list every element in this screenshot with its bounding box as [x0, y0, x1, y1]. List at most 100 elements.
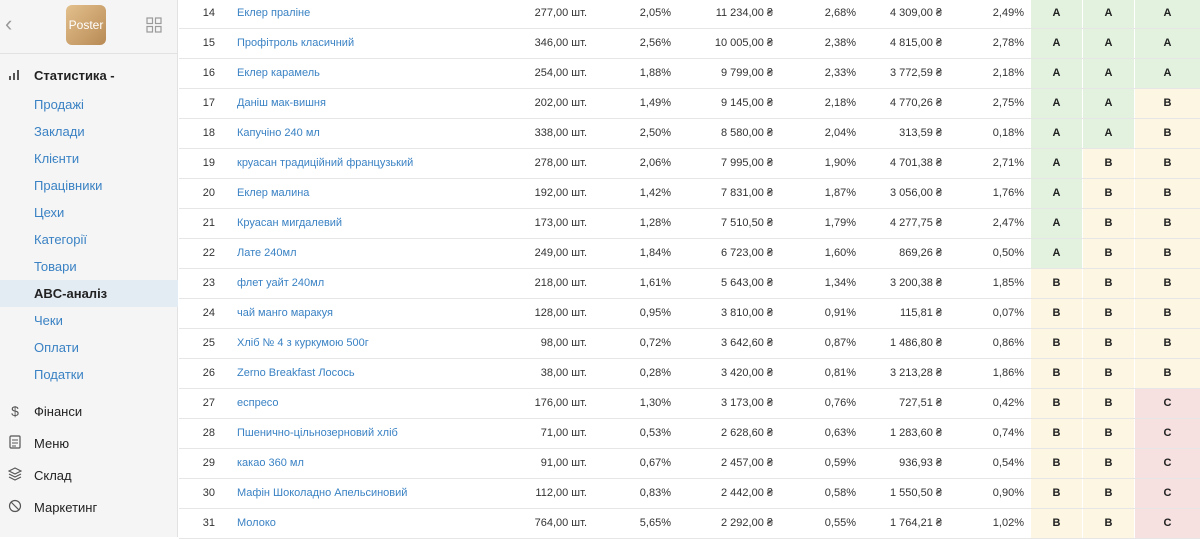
product-name-link[interactable]: Еклер карамель — [237, 67, 320, 79]
apps-grid-icon[interactable] — [146, 17, 162, 33]
product-name-link[interactable]: флет уайт 240мл — [237, 277, 325, 289]
abc-grade-cell: B — [1083, 419, 1134, 448]
revenue-share-cell: 2,33% — [824, 67, 856, 79]
sidebar-item-label: Працівники — [34, 178, 103, 193]
product-name-link[interactable]: круасан традиційний французький — [237, 157, 414, 169]
sidebar-item[interactable]: ABC-аналіз — [0, 280, 178, 307]
abc-grade-cell: B — [1083, 389, 1134, 418]
table-row: 26 Zerno Breakfast Лосось 38,00 шт. 0,28% 3 … — [179, 359, 1200, 389]
product-name-link[interactable]: Еклер малина — [237, 187, 310, 199]
revenue-cell: 3 420,00 ₴ — [721, 367, 773, 379]
profit-share-cell: 2,78% — [992, 37, 1024, 49]
profit-cell: 3 200,38 ₴ — [890, 277, 942, 289]
sidebar-item[interactable]: $ Фінанси — [0, 398, 178, 425]
product-name-link[interactable]: Капучіно 240 мл — [237, 127, 320, 139]
quantity-cell: 176,00 шт. — [534, 397, 587, 409]
product-name-link[interactable]: еспресо — [237, 397, 279, 409]
row-number: 19 — [202, 157, 215, 169]
profit-share-cell: 2,47% — [992, 217, 1024, 229]
product-name-link[interactable]: какао 360 мл — [237, 457, 304, 469]
quantity-cell: 112,00 шт. — [535, 487, 587, 499]
sidebar-item[interactable]: Заклади — [0, 118, 178, 145]
abc-grade-cell: A — [1031, 89, 1082, 118]
revenue-share-cell: 1,79% — [824, 217, 856, 229]
table-row: 28 Пшенично-цільнозерновий хліб 71,00 шт. 0… — [179, 419, 1200, 449]
product-name-link[interactable]: Даніш мак-вишня — [237, 97, 326, 109]
table-row: 15 Профітроль класичний 346,00 шт. 2,56% 10 … — [179, 29, 1200, 59]
profit-cell: 3 056,00 ₴ — [890, 187, 942, 199]
sidebar-item[interactable]: Статистика - — [0, 62, 178, 89]
profit-share-cell: 1,02% — [992, 517, 1024, 529]
back-chevron-icon[interactable]: ‹ — [5, 11, 13, 36]
sidebar-item[interactable]: Маркетинг — [0, 494, 178, 521]
product-name-link[interactable]: Еклер праліне — [237, 7, 311, 19]
quantity-share-cell: 2,50% — [639, 127, 671, 139]
sidebar-item-label: Фінанси — [34, 404, 83, 419]
sidebar-item[interactable]: Продажі — [0, 91, 178, 118]
sidebar-item[interactable]: Клієнти — [0, 145, 178, 172]
sidebar-item-label: Маркетинг — [34, 500, 98, 515]
revenue-share-cell: 1,60% — [824, 247, 856, 259]
revenue-share-cell: 0,81% — [824, 367, 856, 379]
row-number: 27 — [202, 397, 215, 409]
revenue-cell: 7 831,00 ₴ — [721, 187, 773, 199]
product-name-link[interactable]: Круасан мигдалевий — [237, 217, 343, 229]
abc-analysis-table: 14 Еклер праліне 277,00 шт. 2,05% 11 234,00 … — [179, 0, 1200, 539]
quantity-share-cell: 0,28% — [639, 367, 671, 379]
revenue-cell: 7 510,50 ₴ — [721, 217, 773, 229]
sidebar-item[interactable]: Чеки — [0, 307, 178, 334]
sidebar-item-label: Цехи — [34, 205, 65, 220]
profit-share-cell: 2,71% — [992, 157, 1024, 169]
product-name-link[interactable]: Мафін Шоколадно Апельсиновий — [237, 487, 408, 499]
sidebar-item-label: Статистика - — [34, 68, 115, 83]
abc-grade-cell: B — [1031, 299, 1082, 328]
sidebar-divider — [0, 53, 178, 54]
revenue-cell: 2 442,00 ₴ — [721, 487, 773, 499]
profit-cell: 727,51 ₴ — [899, 397, 942, 409]
revenue-cell: 3 173,00 ₴ — [721, 397, 773, 409]
quantity-cell: 278,00 шт. — [534, 157, 587, 169]
sidebar-item[interactable]: Меню — [0, 430, 178, 457]
abc-grade-cell: A — [1135, 29, 1200, 58]
sidebar-item-label: Податки — [34, 367, 84, 382]
profit-cell: 869,26 ₴ — [899, 247, 942, 259]
sidebar-item[interactable]: Працівники — [0, 172, 178, 199]
table-row: 19 круасан традиційний французький 278,00 … — [179, 149, 1200, 179]
product-name-link[interactable]: Молоко — [237, 517, 276, 529]
table-row: 25 Хліб № 4 з куркумою 500г 98,00 шт. 0,72%… — [179, 329, 1200, 359]
profit-share-cell: 0,74% — [992, 427, 1024, 439]
product-name-link[interactable]: Пшенично-цільнозерновий хліб — [237, 427, 398, 439]
product-name-link[interactable]: чай манго маракуя — [237, 307, 333, 319]
sidebar-item[interactable]: Цехи — [0, 199, 178, 226]
table-row: 31 Молоко 764,00 шт. 5,65% 2 292,00 ₴ 0,55% 1 … — [179, 509, 1200, 539]
sidebar-item[interactable]: Оплати — [0, 334, 178, 361]
abc-grade-cell: B — [1031, 389, 1082, 418]
product-name-link[interactable]: Лате 240мл — [237, 247, 297, 259]
sidebar-item-label: Меню — [34, 436, 70, 451]
sidebar-item-label: Категорії — [34, 232, 87, 247]
poster-logo[interactable]: Poster — [66, 5, 106, 45]
product-name-link[interactable]: Профітроль класичний — [237, 37, 355, 49]
abc-grade-cell: B — [1083, 479, 1134, 508]
document-icon — [8, 435, 22, 451]
product-name-link[interactable]: Хліб № 4 з куркумою 500г — [237, 337, 369, 349]
abc-grade-cell: B — [1031, 329, 1082, 358]
sidebar-item[interactable]: Товари — [0, 253, 178, 280]
revenue-cell: 9 145,00 ₴ — [721, 97, 773, 109]
product-name-link[interactable]: Zerno Breakfast Лосось — [237, 367, 355, 379]
sidebar-item[interactable]: Склад — [0, 462, 178, 489]
profit-cell: 936,93 ₴ — [899, 457, 942, 469]
profit-share-cell: 0,07% — [992, 307, 1024, 319]
profit-share-cell: 2,18% — [992, 67, 1024, 79]
sidebar-item[interactable]: Податки — [0, 361, 178, 388]
revenue-share-cell: 1,87% — [824, 187, 856, 199]
revenue-share-cell: 2,68% — [824, 7, 856, 19]
quantity-cell: 254,00 шт. — [534, 67, 587, 79]
sidebar-item-label: Продажі — [34, 97, 84, 112]
revenue-share-cell: 0,58% — [824, 487, 856, 499]
profit-cell: 4 815,00 ₴ — [890, 37, 942, 49]
quantity-share-cell: 2,06% — [639, 157, 671, 169]
profit-share-cell: 1,85% — [992, 277, 1024, 289]
abc-grade-cell: B — [1083, 149, 1134, 178]
sidebar-item[interactable]: Категорії — [0, 226, 178, 253]
